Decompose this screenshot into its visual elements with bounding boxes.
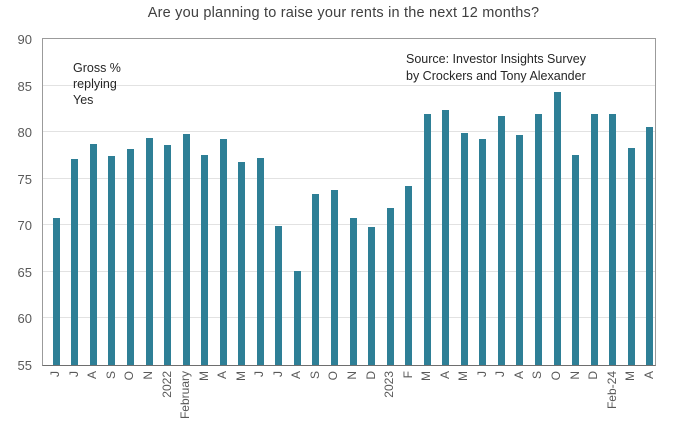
x-tick-label: N [345, 371, 359, 380]
x-tick-label: M [456, 371, 471, 381]
bar-N [145, 137, 153, 365]
bar-J [71, 159, 79, 365]
bar-M [201, 154, 209, 365]
x-tick-label: D [363, 371, 378, 380]
x-tick-label: A [85, 371, 100, 380]
bar-J [52, 217, 60, 365]
y-tick-label: 75 [17, 171, 32, 187]
gridline-75 [43, 177, 655, 179]
x-tick-label: A [215, 371, 230, 380]
y-tick-label: 90 [17, 32, 32, 47]
bar-D [368, 227, 376, 365]
x-tick-label: M [196, 371, 211, 381]
gridline-60 [43, 317, 655, 319]
bar-N [572, 154, 580, 365]
bar-J [479, 138, 487, 365]
x-tick-label: J [48, 371, 63, 377]
bar-O [553, 92, 561, 365]
bar-N [349, 217, 357, 365]
bar-A [442, 109, 450, 365]
x-tick-label: S [103, 371, 118, 380]
bar-M [460, 133, 468, 365]
bar-D [590, 113, 598, 365]
x-tick-label: M [419, 371, 434, 381]
x-tick-label: Feb-24 [604, 371, 619, 410]
bar-A [219, 138, 227, 365]
bar-J [275, 226, 283, 365]
bar-M [238, 161, 246, 365]
bar-O [126, 148, 134, 365]
y-tick-label: 85 [17, 78, 32, 94]
x-tick-label: O [122, 371, 137, 381]
plot-area: Gross % replying Yes Source: Investor In… [42, 38, 656, 366]
x-tick-label: O [549, 371, 563, 381]
bar-2022 [164, 145, 172, 365]
bar-O [330, 189, 338, 365]
bar-J [497, 116, 505, 365]
bar-F [405, 186, 413, 365]
x-tick-label: N [567, 371, 582, 380]
x-tick-label: J [474, 371, 489, 377]
gridline-85 [43, 84, 655, 86]
x-tick-label: M [623, 371, 638, 381]
x-tick-label: J [66, 371, 81, 377]
bar-S [108, 156, 116, 365]
bar-S [534, 113, 542, 365]
bar-J [256, 158, 264, 365]
x-tick-label: A [641, 371, 656, 380]
bar-A [293, 270, 301, 365]
x-tick-label: O [326, 371, 341, 381]
gridline-65 [43, 270, 655, 272]
x-tick-label: 2022 [159, 371, 174, 398]
x-tick-label: 2023 [382, 371, 397, 398]
bar-M [423, 114, 431, 365]
bar-M [627, 147, 635, 365]
source-note: Source: Investor Insights Survey by Croc… [406, 52, 586, 83]
bar-A [516, 134, 524, 365]
y-axis-labels: 55 60 65 70 75 80 85 90 [0, 32, 34, 373]
x-tick-label: J [270, 371, 285, 377]
x-tick-label: N [141, 371, 155, 380]
x-tick-label: J [493, 371, 508, 377]
x-tick-label: J [252, 371, 267, 377]
y-tick-label: 65 [17, 264, 32, 280]
y-tick-label: 70 [17, 218, 32, 234]
gross-percent-note: Gross % replying Yes [73, 61, 121, 107]
x-axis-labels: J J A S O N 2022 February M A M J J A S O N D 2023 F M A M J J A S… [42, 369, 656, 428]
x-tick-label: A [289, 371, 304, 380]
bar-S [312, 193, 320, 365]
x-tick-label: S [530, 371, 545, 380]
x-tick-label: S [307, 371, 322, 380]
gridline-80 [43, 131, 655, 133]
y-tick-label: 60 [17, 311, 32, 327]
x-tick-label: February [178, 371, 193, 420]
bar-A [89, 144, 97, 365]
bar-A [646, 126, 654, 365]
x-tick-label: M [233, 371, 248, 381]
y-tick-label: 80 [17, 125, 32, 141]
y-tick-label: 55 [17, 358, 32, 373]
bar-February [182, 134, 190, 365]
x-tick-label: A [437, 371, 452, 380]
bar-Feb-24 [609, 113, 617, 365]
gridline-70 [43, 224, 655, 226]
x-tick-label: D [586, 371, 601, 380]
x-tick-label: A [511, 371, 526, 380]
chart-title: Are you planning to raise your rents in … [147, 5, 540, 21]
bar-2023 [386, 207, 394, 365]
x-tick-label: F [400, 371, 415, 379]
